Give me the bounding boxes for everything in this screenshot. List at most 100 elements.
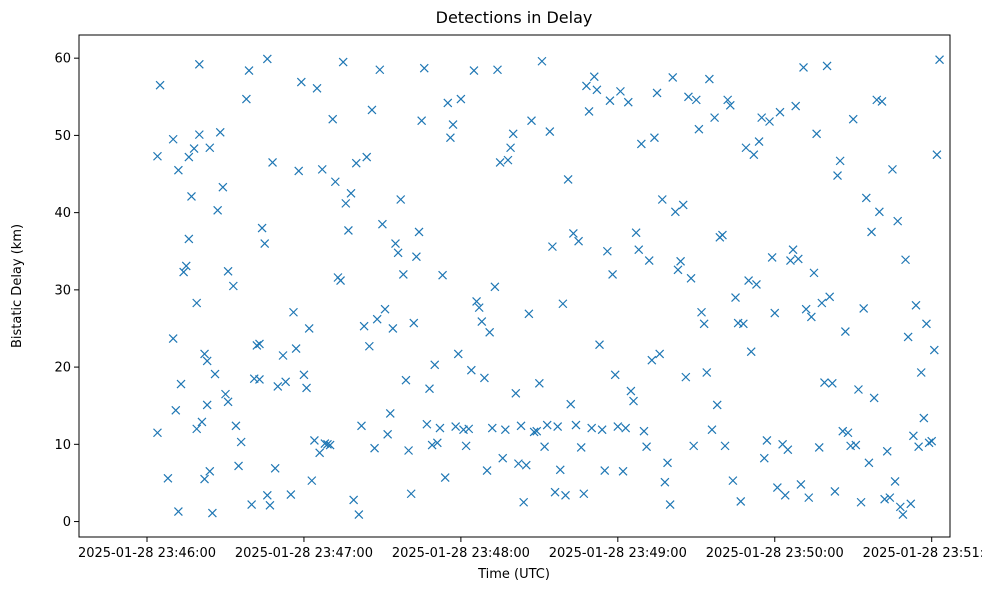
data-point: [453, 349, 463, 359]
data-point: [720, 441, 730, 451]
data-point: [411, 252, 421, 262]
data-point: [704, 74, 714, 84]
data-point: [506, 143, 516, 153]
data-point: [370, 443, 379, 453]
data-point: [738, 319, 748, 329]
data-point: [561, 490, 570, 500]
data-point: [231, 421, 241, 431]
data-point: [820, 378, 829, 387]
data-point: [184, 152, 194, 162]
data-point: [205, 143, 215, 153]
data-point: [527, 116, 536, 126]
data-point: [660, 477, 670, 487]
data-point: [296, 77, 306, 87]
data-point: [336, 276, 345, 286]
data-point: [548, 242, 557, 252]
data-point: [173, 507, 183, 516]
data-point: [898, 510, 908, 520]
data-point: [385, 409, 395, 418]
data-point: [558, 299, 568, 309]
data-point: [375, 65, 385, 75]
data-point: [652, 88, 662, 98]
data-point: [262, 54, 272, 64]
data-point: [221, 389, 230, 399]
data-point: [302, 383, 311, 393]
data-point: [440, 473, 450, 482]
data-point: [718, 230, 727, 240]
data-point: [388, 324, 398, 333]
data-point: [903, 332, 913, 342]
data-point: [927, 436, 937, 446]
data-point: [571, 420, 581, 430]
data-point: [874, 207, 884, 217]
data-point: [707, 425, 717, 435]
data-point: [542, 420, 552, 430]
data-point: [508, 129, 518, 139]
x-tick-label: 2025-01-28 23:49:00: [549, 546, 687, 561]
data-point: [372, 314, 382, 324]
data-point: [181, 261, 191, 271]
data-point: [545, 127, 555, 136]
data-point: [362, 152, 372, 162]
data-point: [435, 423, 445, 433]
data-point: [448, 120, 458, 130]
data-point: [432, 438, 442, 448]
data-point: [330, 177, 340, 187]
data-point: [155, 80, 165, 90]
data-point: [257, 223, 267, 233]
data-point: [882, 446, 892, 456]
data-point: [791, 101, 801, 111]
data-point: [908, 431, 918, 441]
data-markers: [153, 54, 944, 520]
data-point: [461, 441, 471, 451]
data-point: [163, 473, 173, 483]
data-point: [895, 502, 905, 512]
data-point: [830, 487, 840, 496]
data-point: [584, 107, 594, 116]
data-point: [618, 466, 628, 476]
data-point: [294, 166, 304, 176]
data-point: [414, 227, 424, 237]
data-point: [806, 312, 816, 322]
data-point: [922, 319, 931, 329]
data-point: [595, 340, 604, 350]
data-point: [417, 116, 427, 126]
data-point: [885, 493, 895, 503]
data-point: [320, 439, 330, 448]
data-point: [255, 375, 264, 384]
data-point: [228, 281, 238, 291]
data-point: [409, 318, 419, 328]
data-point: [553, 422, 563, 431]
data-point: [822, 61, 832, 71]
data-point: [916, 368, 926, 377]
data-point: [689, 441, 699, 451]
data-point: [825, 292, 835, 302]
plot-area: [78, 34, 951, 538]
data-point: [793, 254, 803, 264]
data-point: [901, 255, 910, 265]
data-point: [153, 151, 162, 161]
data-point: [364, 341, 374, 351]
data-point: [684, 92, 693, 102]
data-point: [474, 303, 484, 313]
data-point: [663, 458, 672, 468]
data-point: [176, 379, 186, 389]
data-point: [218, 182, 228, 192]
data-point: [872, 95, 882, 105]
data-point: [799, 63, 808, 72]
data-point: [472, 297, 481, 306]
data-point: [796, 480, 806, 489]
data-point: [325, 440, 335, 450]
data-point: [200, 474, 209, 484]
data-point: [772, 483, 782, 492]
data-point: [856, 497, 866, 507]
data-point: [587, 423, 597, 433]
data-point: [443, 98, 453, 108]
y-tick-label: 40: [54, 206, 71, 221]
data-point: [377, 219, 387, 229]
x-tick-label: 2025-01-28 23:48:00: [392, 546, 530, 561]
data-point: [605, 96, 615, 106]
data-point: [168, 134, 178, 144]
data-point: [668, 73, 678, 82]
